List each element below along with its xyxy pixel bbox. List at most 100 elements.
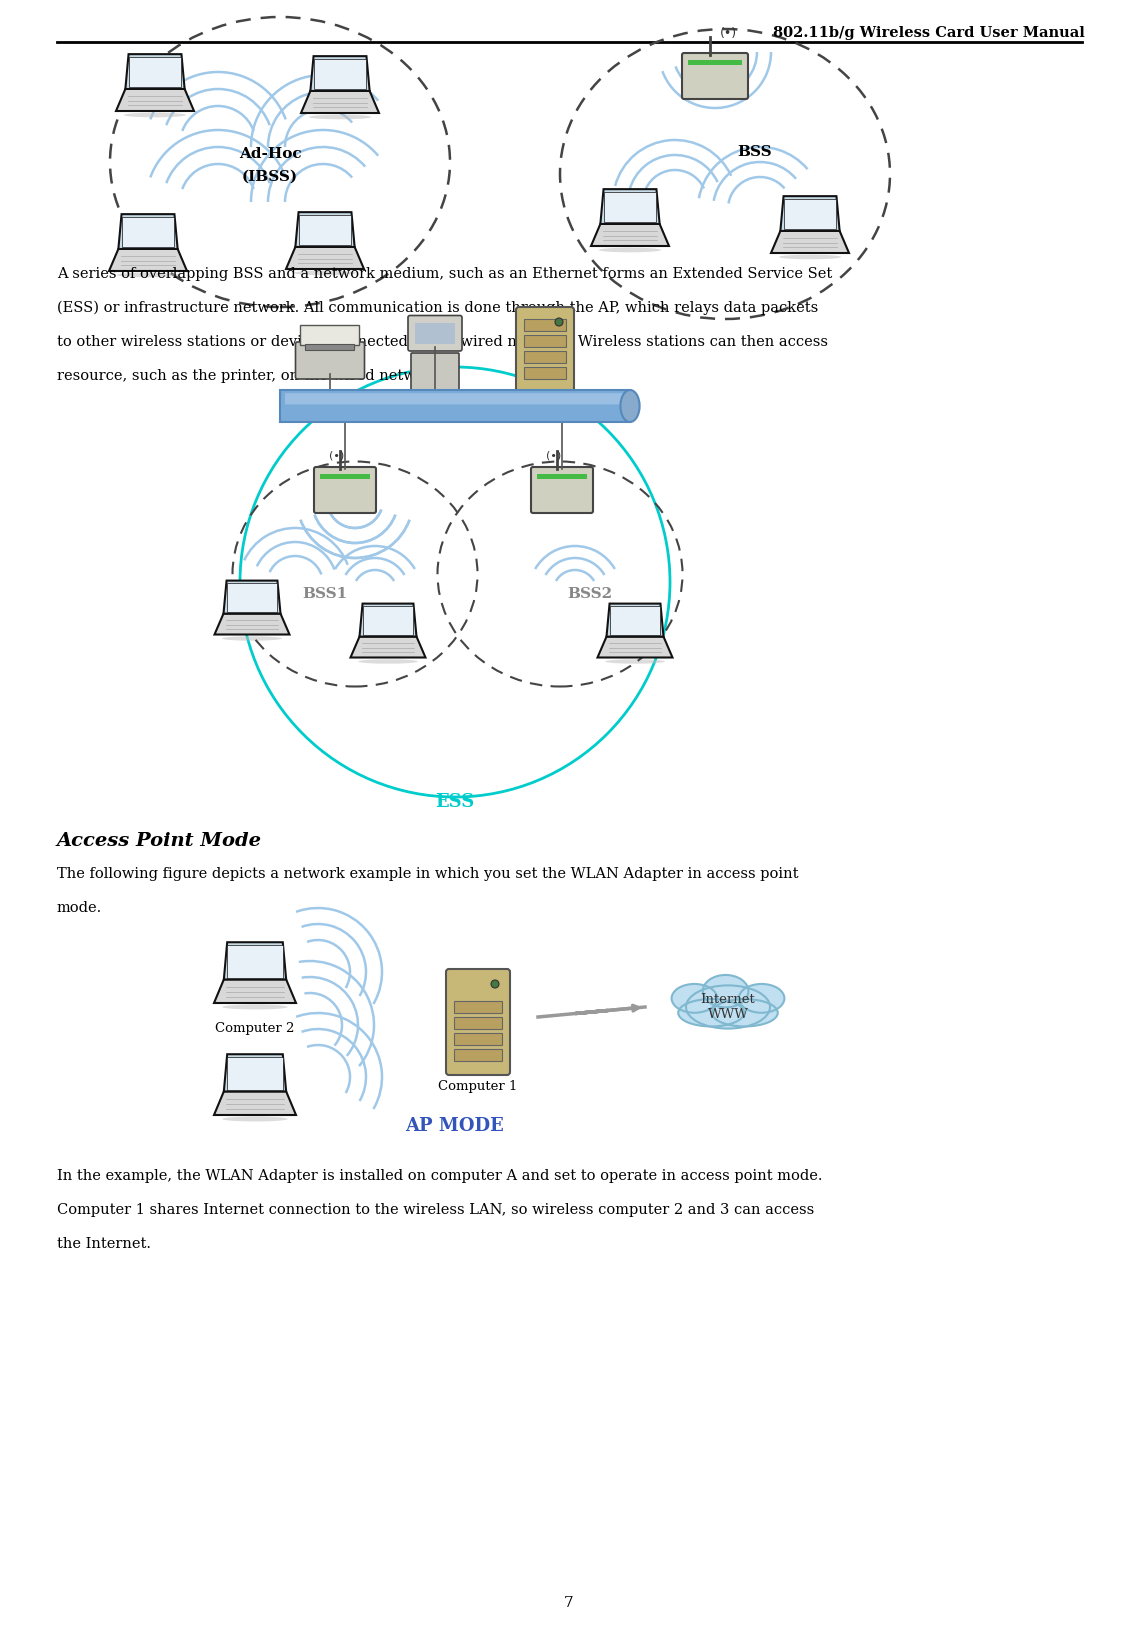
- FancyBboxPatch shape: [454, 1032, 502, 1046]
- Ellipse shape: [124, 112, 187, 117]
- FancyBboxPatch shape: [284, 393, 625, 405]
- FancyBboxPatch shape: [523, 319, 566, 330]
- Text: Computer 2: Computer 2: [215, 1023, 295, 1036]
- Text: BSS1: BSS1: [303, 586, 347, 601]
- Polygon shape: [109, 249, 187, 271]
- Ellipse shape: [703, 975, 749, 1008]
- Polygon shape: [610, 606, 660, 634]
- Ellipse shape: [222, 1004, 288, 1009]
- Ellipse shape: [711, 999, 777, 1026]
- Text: mode.: mode.: [57, 900, 102, 915]
- FancyBboxPatch shape: [537, 474, 587, 479]
- Text: (ESS) or infrastructure network. All communication is done through the AP, which: (ESS) or infrastructure network. All com…: [57, 301, 818, 316]
- FancyBboxPatch shape: [516, 307, 574, 393]
- Polygon shape: [591, 225, 669, 246]
- Polygon shape: [360, 603, 417, 636]
- FancyBboxPatch shape: [305, 344, 355, 350]
- Ellipse shape: [671, 985, 717, 1013]
- Text: 802.11b/g Wireless Card User Manual: 802.11b/g Wireless Card User Manual: [773, 26, 1085, 40]
- FancyBboxPatch shape: [314, 468, 376, 514]
- Polygon shape: [228, 1057, 283, 1090]
- Polygon shape: [363, 606, 413, 634]
- Polygon shape: [129, 56, 181, 88]
- FancyBboxPatch shape: [454, 1001, 502, 1013]
- Polygon shape: [784, 198, 836, 230]
- Polygon shape: [214, 613, 289, 634]
- Ellipse shape: [599, 248, 661, 253]
- Text: Internet
WWW: Internet WWW: [701, 993, 756, 1021]
- Text: ESS: ESS: [436, 793, 475, 811]
- Ellipse shape: [308, 114, 371, 119]
- Ellipse shape: [358, 659, 418, 664]
- Text: A series of overlapping BSS and a network medium, such as an Ethernet forms an E: A series of overlapping BSS and a networ…: [57, 268, 832, 281]
- Ellipse shape: [678, 999, 744, 1026]
- Polygon shape: [597, 636, 673, 657]
- Ellipse shape: [778, 254, 841, 259]
- Text: BSS2: BSS2: [568, 586, 612, 601]
- Polygon shape: [781, 197, 840, 231]
- Polygon shape: [603, 192, 657, 223]
- Text: Ad-Hoc: Ad-Hoc: [239, 147, 302, 160]
- Text: to other wireless stations or devices connected to the wired network. Wireless s: to other wireless stations or devices co…: [57, 335, 828, 349]
- Polygon shape: [226, 583, 278, 611]
- FancyBboxPatch shape: [280, 390, 630, 421]
- Polygon shape: [228, 945, 283, 978]
- FancyBboxPatch shape: [446, 970, 510, 1075]
- Ellipse shape: [117, 273, 179, 278]
- Text: resource, such as the printer, on the wired network.: resource, such as the printer, on the wi…: [57, 368, 445, 383]
- Text: The following figure depicts a network example in which you set the WLAN Adapter: The following figure depicts a network e…: [57, 867, 799, 881]
- FancyBboxPatch shape: [454, 1018, 502, 1029]
- Text: Computer 1 shares Internet connection to the wireless LAN, so wireless computer : Computer 1 shares Internet connection to…: [57, 1203, 815, 1218]
- Polygon shape: [772, 231, 849, 253]
- Ellipse shape: [555, 317, 563, 325]
- Text: (•): (•): [329, 449, 345, 459]
- Text: BSS: BSS: [737, 145, 773, 159]
- Ellipse shape: [686, 985, 770, 1029]
- FancyBboxPatch shape: [320, 474, 370, 479]
- Polygon shape: [601, 190, 660, 225]
- Text: In the example, the WLAN Adapter is installed on computer A and set to operate i: In the example, the WLAN Adapter is inst…: [57, 1170, 823, 1183]
- Ellipse shape: [222, 1117, 288, 1122]
- Polygon shape: [214, 1092, 296, 1115]
- FancyBboxPatch shape: [409, 316, 462, 350]
- FancyBboxPatch shape: [523, 335, 566, 347]
- Text: (•): (•): [719, 26, 736, 40]
- Ellipse shape: [739, 985, 784, 1013]
- Ellipse shape: [222, 636, 282, 641]
- FancyBboxPatch shape: [296, 342, 364, 378]
- Text: (IBSS): (IBSS): [242, 170, 298, 183]
- FancyBboxPatch shape: [300, 325, 360, 345]
- Polygon shape: [300, 91, 379, 112]
- FancyBboxPatch shape: [454, 1049, 502, 1061]
- FancyBboxPatch shape: [531, 468, 593, 514]
- Polygon shape: [351, 636, 426, 657]
- Polygon shape: [286, 246, 364, 269]
- FancyBboxPatch shape: [688, 59, 742, 64]
- Ellipse shape: [620, 390, 640, 421]
- Polygon shape: [296, 211, 355, 246]
- Text: Computer 1: Computer 1: [438, 1080, 518, 1094]
- Polygon shape: [311, 56, 370, 91]
- FancyBboxPatch shape: [523, 367, 566, 378]
- FancyBboxPatch shape: [415, 324, 455, 344]
- Ellipse shape: [294, 271, 356, 276]
- Text: AP MODE: AP MODE: [405, 1117, 504, 1135]
- FancyBboxPatch shape: [411, 354, 459, 390]
- Text: Access Point Mode: Access Point Mode: [57, 833, 262, 851]
- Polygon shape: [223, 580, 280, 613]
- Ellipse shape: [605, 659, 665, 664]
- Polygon shape: [214, 980, 296, 1003]
- Polygon shape: [314, 59, 366, 89]
- Polygon shape: [116, 89, 193, 111]
- Polygon shape: [125, 55, 184, 89]
- Polygon shape: [122, 216, 174, 248]
- Text: (•): (•): [546, 449, 562, 459]
- Polygon shape: [224, 942, 286, 980]
- Polygon shape: [298, 215, 352, 244]
- FancyBboxPatch shape: [682, 53, 748, 99]
- Polygon shape: [607, 603, 663, 636]
- Text: 7: 7: [564, 1596, 574, 1611]
- Polygon shape: [118, 215, 178, 249]
- Text: the Internet.: the Internet.: [57, 1237, 151, 1251]
- Polygon shape: [224, 1054, 286, 1092]
